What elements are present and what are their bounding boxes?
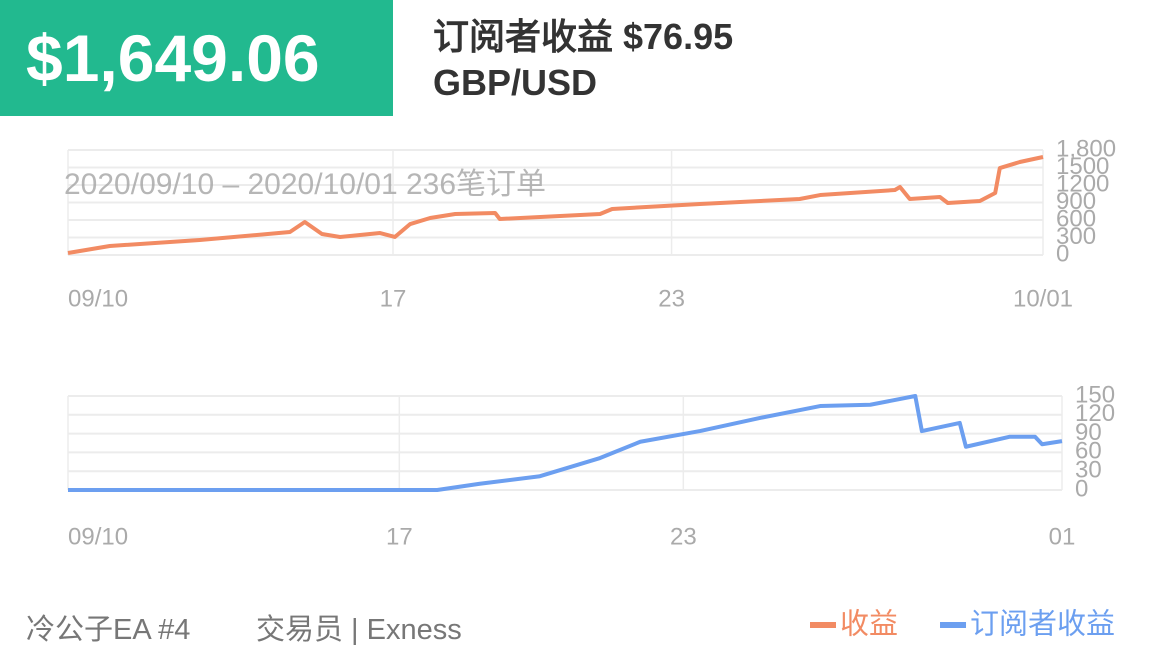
y-tick-label: 30 xyxy=(1075,457,1102,484)
y-tick-label: 90 xyxy=(1075,419,1102,446)
x-tick-label: 09/10 xyxy=(68,523,128,550)
x-tick-label: 01 xyxy=(1049,523,1076,550)
legend-swatch xyxy=(810,622,836,628)
legend-label: 收益 xyxy=(840,608,898,641)
series-line xyxy=(67,155,1044,255)
balance-box xyxy=(0,0,393,116)
y-tick-label: 150 xyxy=(1075,381,1115,408)
title: 订阅者收益 $76.95 xyxy=(433,16,734,57)
y-tick-label: 0 xyxy=(1056,240,1069,267)
legend-label: 订阅者收益 xyxy=(970,608,1115,641)
x-tick-label: 17 xyxy=(380,285,407,312)
y-tick-label: 1500 xyxy=(1056,153,1109,180)
subtitle: 2020/09/10 – 2020/10/01 236笔订单 xyxy=(64,168,546,201)
y-tick-label: 900 xyxy=(1056,188,1096,215)
y-tick-label: 120 xyxy=(1075,400,1115,427)
x-tick-label: 10/01 xyxy=(1013,285,1073,312)
y-tick-label: 600 xyxy=(1056,205,1096,232)
series-line xyxy=(68,394,1063,492)
ea-name: 冷公子EA #4 xyxy=(26,614,191,646)
x-tick-label: 17 xyxy=(386,523,413,550)
y-tick-label: 0 xyxy=(1075,475,1088,502)
broker: 交易员 | Exness xyxy=(256,614,462,646)
y-tick-label: 1200 xyxy=(1056,170,1109,197)
x-tick-label: 23 xyxy=(658,285,685,312)
legend-swatch xyxy=(940,622,967,628)
balance: $1,649.06 xyxy=(26,21,320,95)
y-tick-label: 60 xyxy=(1075,438,1102,465)
y-tick-label: 300 xyxy=(1056,223,1096,250)
x-tick-label: 09/10 xyxy=(68,285,128,312)
y-tick-label: 1,800 xyxy=(1056,135,1116,162)
pair: GBP/USD xyxy=(433,62,598,103)
x-tick-label: 23 xyxy=(670,523,697,550)
